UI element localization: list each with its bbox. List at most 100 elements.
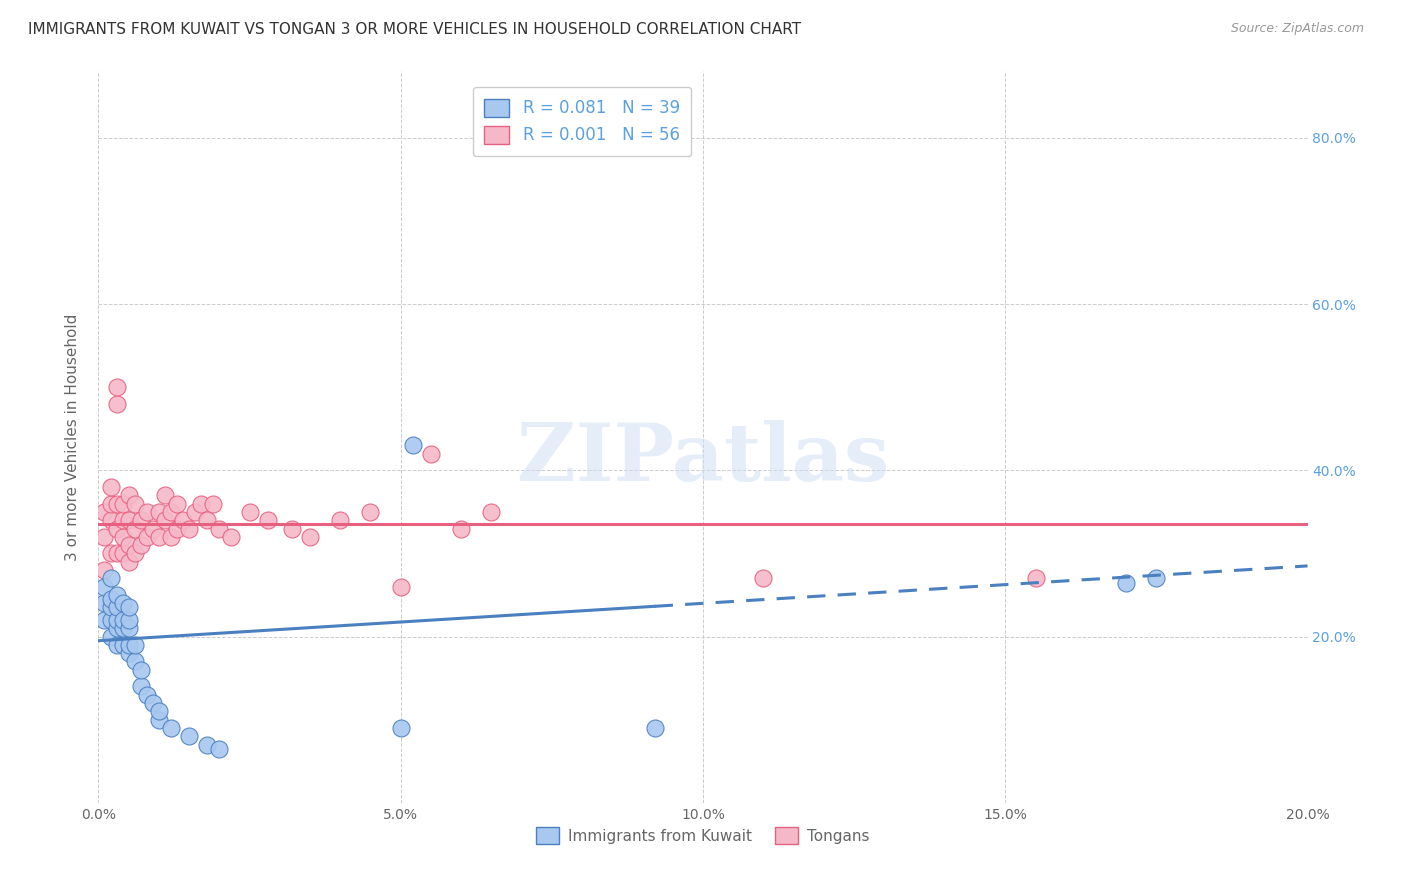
Point	[389, 580, 412, 594]
Point	[105, 621, 128, 635]
Point	[105, 588, 128, 602]
Point	[100, 630, 122, 644]
Point	[118, 513, 141, 527]
Point	[111, 621, 134, 635]
Point	[118, 488, 141, 502]
Point	[105, 600, 128, 615]
Point	[148, 505, 170, 519]
Point	[118, 646, 141, 660]
Point	[111, 497, 134, 511]
Point	[111, 638, 134, 652]
Point	[100, 480, 122, 494]
Point	[129, 538, 152, 552]
Point	[239, 505, 262, 519]
Point	[118, 538, 141, 552]
Point	[1144, 571, 1167, 585]
Point	[148, 713, 170, 727]
Point	[153, 488, 176, 502]
Point	[100, 600, 122, 615]
Point	[100, 546, 122, 560]
Point	[389, 721, 412, 735]
Point	[118, 638, 141, 652]
Point	[111, 530, 134, 544]
Point	[1115, 575, 1137, 590]
Point	[105, 497, 128, 511]
Point	[160, 530, 183, 544]
Point	[202, 497, 225, 511]
Point	[195, 513, 218, 527]
Point	[160, 721, 183, 735]
Text: Source: ZipAtlas.com: Source: ZipAtlas.com	[1230, 22, 1364, 36]
Point	[166, 497, 188, 511]
Point	[129, 680, 152, 694]
Point	[124, 521, 146, 535]
Point	[93, 596, 115, 610]
Point	[142, 521, 165, 535]
Point	[402, 438, 425, 452]
Point	[105, 521, 128, 535]
Y-axis label: 3 or more Vehicles in Household: 3 or more Vehicles in Household	[65, 313, 80, 561]
Point	[166, 521, 188, 535]
Point	[135, 505, 157, 519]
Point	[644, 721, 666, 735]
Point	[135, 530, 157, 544]
Point	[256, 513, 278, 527]
Point	[420, 447, 443, 461]
Point	[111, 513, 134, 527]
Point	[100, 613, 122, 627]
Point	[118, 613, 141, 627]
Point	[93, 505, 115, 519]
Point	[172, 513, 194, 527]
Point	[105, 613, 128, 627]
Point	[100, 497, 122, 511]
Point	[221, 530, 243, 544]
Point	[118, 600, 141, 615]
Point	[105, 397, 128, 411]
Point	[450, 521, 472, 535]
Point	[124, 497, 146, 511]
Point	[100, 571, 122, 585]
Point	[111, 613, 134, 627]
Point	[184, 505, 207, 519]
Point	[481, 505, 503, 519]
Point	[752, 571, 775, 585]
Point	[1024, 571, 1046, 585]
Point	[153, 513, 176, 527]
Point	[360, 505, 382, 519]
Point	[124, 638, 146, 652]
Point	[100, 513, 122, 527]
Point	[93, 580, 115, 594]
Point	[118, 555, 141, 569]
Point	[129, 663, 152, 677]
Point	[111, 596, 134, 610]
Point	[190, 497, 212, 511]
Point	[93, 613, 115, 627]
Point	[93, 530, 115, 544]
Point	[179, 521, 201, 535]
Point	[329, 513, 352, 527]
Point	[135, 688, 157, 702]
Point	[281, 521, 304, 535]
Point	[93, 563, 115, 577]
Point	[179, 729, 201, 743]
Point	[160, 505, 183, 519]
Point	[208, 521, 231, 535]
Point	[148, 530, 170, 544]
Point	[299, 530, 322, 544]
Point	[105, 546, 128, 560]
Point	[124, 655, 146, 669]
Text: IMMIGRANTS FROM KUWAIT VS TONGAN 3 OR MORE VEHICLES IN HOUSEHOLD CORRELATION CHA: IMMIGRANTS FROM KUWAIT VS TONGAN 3 OR MO…	[28, 22, 801, 37]
Point	[105, 638, 128, 652]
Legend: Immigrants from Kuwait, Tongans: Immigrants from Kuwait, Tongans	[530, 822, 876, 850]
Text: ZIPatlas: ZIPatlas	[517, 420, 889, 498]
Point	[129, 513, 152, 527]
Point	[148, 705, 170, 719]
Point	[124, 546, 146, 560]
Point	[105, 380, 128, 394]
Point	[111, 546, 134, 560]
Point	[208, 741, 231, 756]
Point	[142, 696, 165, 710]
Point	[100, 592, 122, 607]
Point	[195, 738, 218, 752]
Point	[118, 621, 141, 635]
